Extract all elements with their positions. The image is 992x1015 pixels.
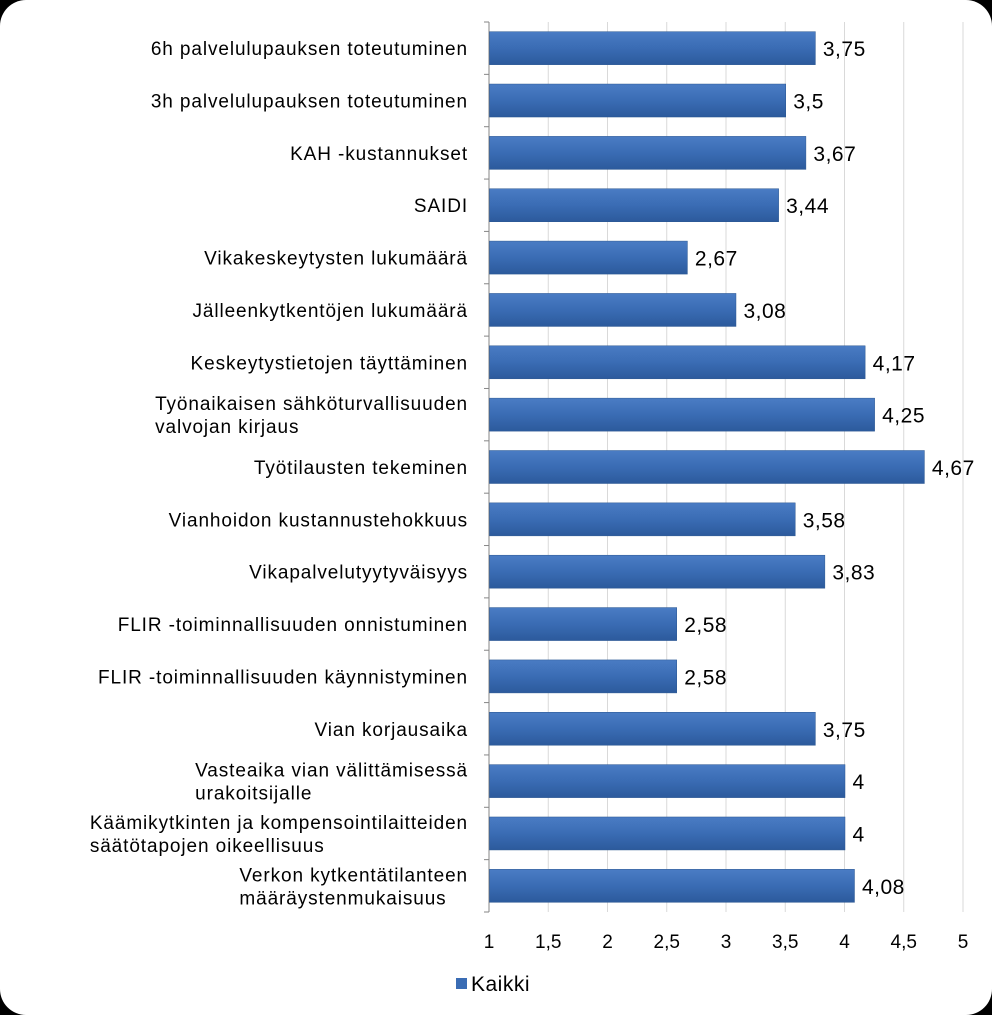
x-tick-label: 2 <box>602 932 613 953</box>
value-label: 4,17 <box>873 352 916 375</box>
category-label: Jälleenkytkentöjen lukumäärä <box>192 301 468 322</box>
value-label: 3,08 <box>743 300 786 323</box>
value-label: 3,67 <box>813 143 856 166</box>
x-tick-label: 5 <box>958 932 969 953</box>
category-label: Vasteaika vian välittämisessäurakoitsija… <box>195 761 468 805</box>
value-label: 3,44 <box>786 195 829 218</box>
x-tick-label: 3,5 <box>772 932 798 953</box>
category-label-line: valvojan kirjaus <box>155 417 299 438</box>
bar <box>490 398 875 431</box>
bar <box>490 660 677 693</box>
category-label: 6h palvelulupauksen toteutuminen <box>151 39 468 60</box>
bar <box>490 241 688 274</box>
category-label: 3h palvelulupauksen toteutuminen <box>151 92 468 113</box>
value-label: 3,75 <box>823 719 866 742</box>
category-label: Käämikytkinten ja kompensointilaitteiden… <box>90 813 468 857</box>
category-label: FLIR -toiminnallisuuden onnistuminen <box>118 615 468 636</box>
bar-chart: 6h palvelulupauksen toteutuminen 3h palve… <box>0 0 992 1015</box>
x-tick-label: 1 <box>484 932 495 953</box>
category-label: Vian korjausaika <box>315 720 468 741</box>
bar <box>490 503 796 536</box>
category-labels: 6h palvelulupauksen toteutuminen 3h palve… <box>90 39 468 909</box>
category-label-line: määräystenmukaisuus <box>239 888 446 909</box>
bar <box>490 608 677 641</box>
x-tick-label: 3 <box>721 932 732 953</box>
category-label: Vikapalvelutyytyväisyys <box>249 563 468 584</box>
category-label: Vikakeskeytysten lukumäärä <box>204 249 468 270</box>
bar <box>490 817 846 850</box>
legend-label: Kaikki <box>471 973 530 996</box>
bar <box>490 451 925 484</box>
x-tick-label: 4 <box>839 932 850 953</box>
legend: Kaikki <box>456 973 530 996</box>
value-label: 3,58 <box>803 509 846 532</box>
value-label: 4 <box>853 771 865 794</box>
category-label: SAIDI <box>414 196 468 217</box>
bar <box>490 136 806 169</box>
category-label: Verkon kytkentätilanteenmääräystenmukais… <box>239 865 468 909</box>
bar <box>490 346 866 379</box>
category-label-line: Käämikytkinten ja kompensointilaitteiden <box>90 813 468 834</box>
category-label-line: urakoitsijalle <box>195 784 312 805</box>
x-tick-label: 2,5 <box>654 932 680 953</box>
legend-swatch <box>456 978 467 989</box>
x-tick-label: 4,5 <box>891 932 917 953</box>
value-label: 4,67 <box>932 457 975 480</box>
category-label-line: säätötapojen oikeellisuus <box>90 836 325 857</box>
x-axis-tick-labels: 1 1,5 2 2,5 3 3,5 4 4,5 5 <box>484 932 969 953</box>
value-label: 3,5 <box>793 91 824 114</box>
category-label: FLIR -toiminnallisuuden käynnistyminen <box>98 667 468 688</box>
category-label: KAH -kustannukset <box>290 144 468 165</box>
value-label: 4,08 <box>862 876 905 899</box>
y-axis <box>484 22 489 912</box>
value-label: 3,83 <box>832 562 875 585</box>
bar <box>490 84 786 117</box>
value-label: 2,67 <box>695 248 738 271</box>
category-label: Vianhoidon kustannustehokkuus <box>169 510 468 531</box>
category-label-line: Verkon kytkentätilanteen <box>239 865 468 886</box>
bar <box>490 293 736 326</box>
category-label: Keskeytystietojen täyttäminen <box>191 353 468 374</box>
category-label: Työnaikaisen sähköturvallisuudenvalvojan… <box>155 394 468 438</box>
category-label-line: Vasteaika vian välittämisessä <box>195 761 468 782</box>
x-tick-label: 1,5 <box>535 932 561 953</box>
value-label: 2,58 <box>684 666 727 689</box>
category-label: Työtilausten tekeminen <box>254 458 468 479</box>
category-label-line: Työnaikaisen sähköturvallisuuden <box>155 394 468 415</box>
bar <box>490 712 816 745</box>
bar <box>490 189 779 222</box>
value-label: 4 <box>853 823 865 846</box>
bar <box>490 765 846 798</box>
bar <box>490 869 855 902</box>
value-label: 3,75 <box>823 38 866 61</box>
value-label: 2,58 <box>684 614 727 637</box>
value-label: 4,25 <box>882 405 925 428</box>
bar <box>490 555 825 588</box>
bar <box>490 32 816 65</box>
chart-card: 6h palvelulupauksen toteutuminen 3h palve… <box>0 0 992 1015</box>
